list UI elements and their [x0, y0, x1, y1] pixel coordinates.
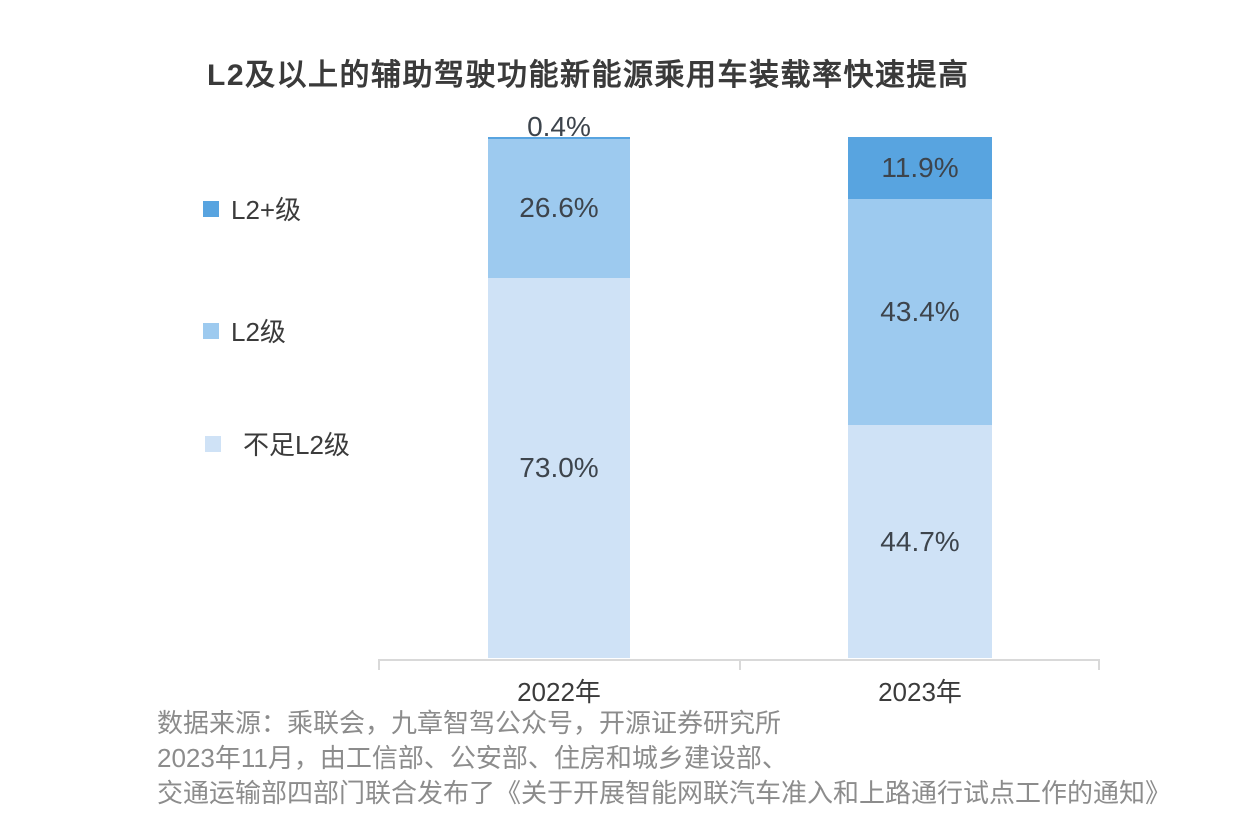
bar-segment	[488, 137, 630, 140]
legend-item-below-l2: 不足L2级	[205, 425, 350, 462]
legend-label-below-l2: 不足L2级	[243, 430, 350, 460]
chart-title: L2及以上的辅助驾驶功能新能源乘用车装载率快速提高	[207, 59, 970, 92]
x-axis-tick	[739, 659, 741, 670]
source-note: 数据来源：乘联会，九章智驾公众号，开源证券研究所 2023年11月，由工信部、公…	[157, 706, 1171, 811]
legend-swatch-below-l2	[205, 435, 221, 452]
legend-swatch-l2	[203, 322, 219, 339]
bar-segment	[848, 425, 992, 658]
bar-segment-value: 43.4%	[880, 296, 960, 328]
bar-segment-value: 44.7%	[880, 525, 960, 557]
bar-segment-value: 0.4%	[527, 111, 591, 142]
source-line-2: 2023年11月，由工信部、公安部、住房和城乡建设部、	[157, 743, 788, 773]
legend-label-l2plus: L2+级	[231, 195, 302, 225]
legend-item-l2: L2级	[203, 312, 286, 349]
bar-segment	[848, 137, 992, 199]
bar-segment-value: 26.6%	[519, 192, 599, 224]
legend-item-l2plus: L2+级	[203, 190, 301, 227]
x-axis-tick	[1098, 659, 1100, 670]
bar-segment-value: 73.0%	[519, 451, 599, 483]
x-axis-tick	[378, 659, 380, 670]
bar-segment	[848, 198, 992, 426]
bar-segment-value: 11.9%	[881, 151, 959, 183]
x-axis-label-2023: 2023年	[878, 677, 962, 707]
legend-label-l2: L2级	[231, 317, 286, 347]
x-axis-label-2022: 2022年	[517, 677, 601, 707]
stacked-bar-2022: 0.4% 26.6% 73.0%	[488, 111, 630, 658]
bar-segment	[488, 277, 630, 658]
stacked-bar-2023: 11.9% 43.4% 44.7%	[848, 137, 992, 658]
bar-segment	[488, 139, 630, 278]
source-line-1: 数据来源：乘联会，九章智驾公众号，开源证券研究所	[157, 708, 782, 738]
legend-swatch-l2plus	[203, 200, 219, 217]
source-line-3: 交通运输部四部门联合发布了《关于开展智能网联汽车准入和上路通行试点工作的通知》	[157, 778, 1172, 808]
